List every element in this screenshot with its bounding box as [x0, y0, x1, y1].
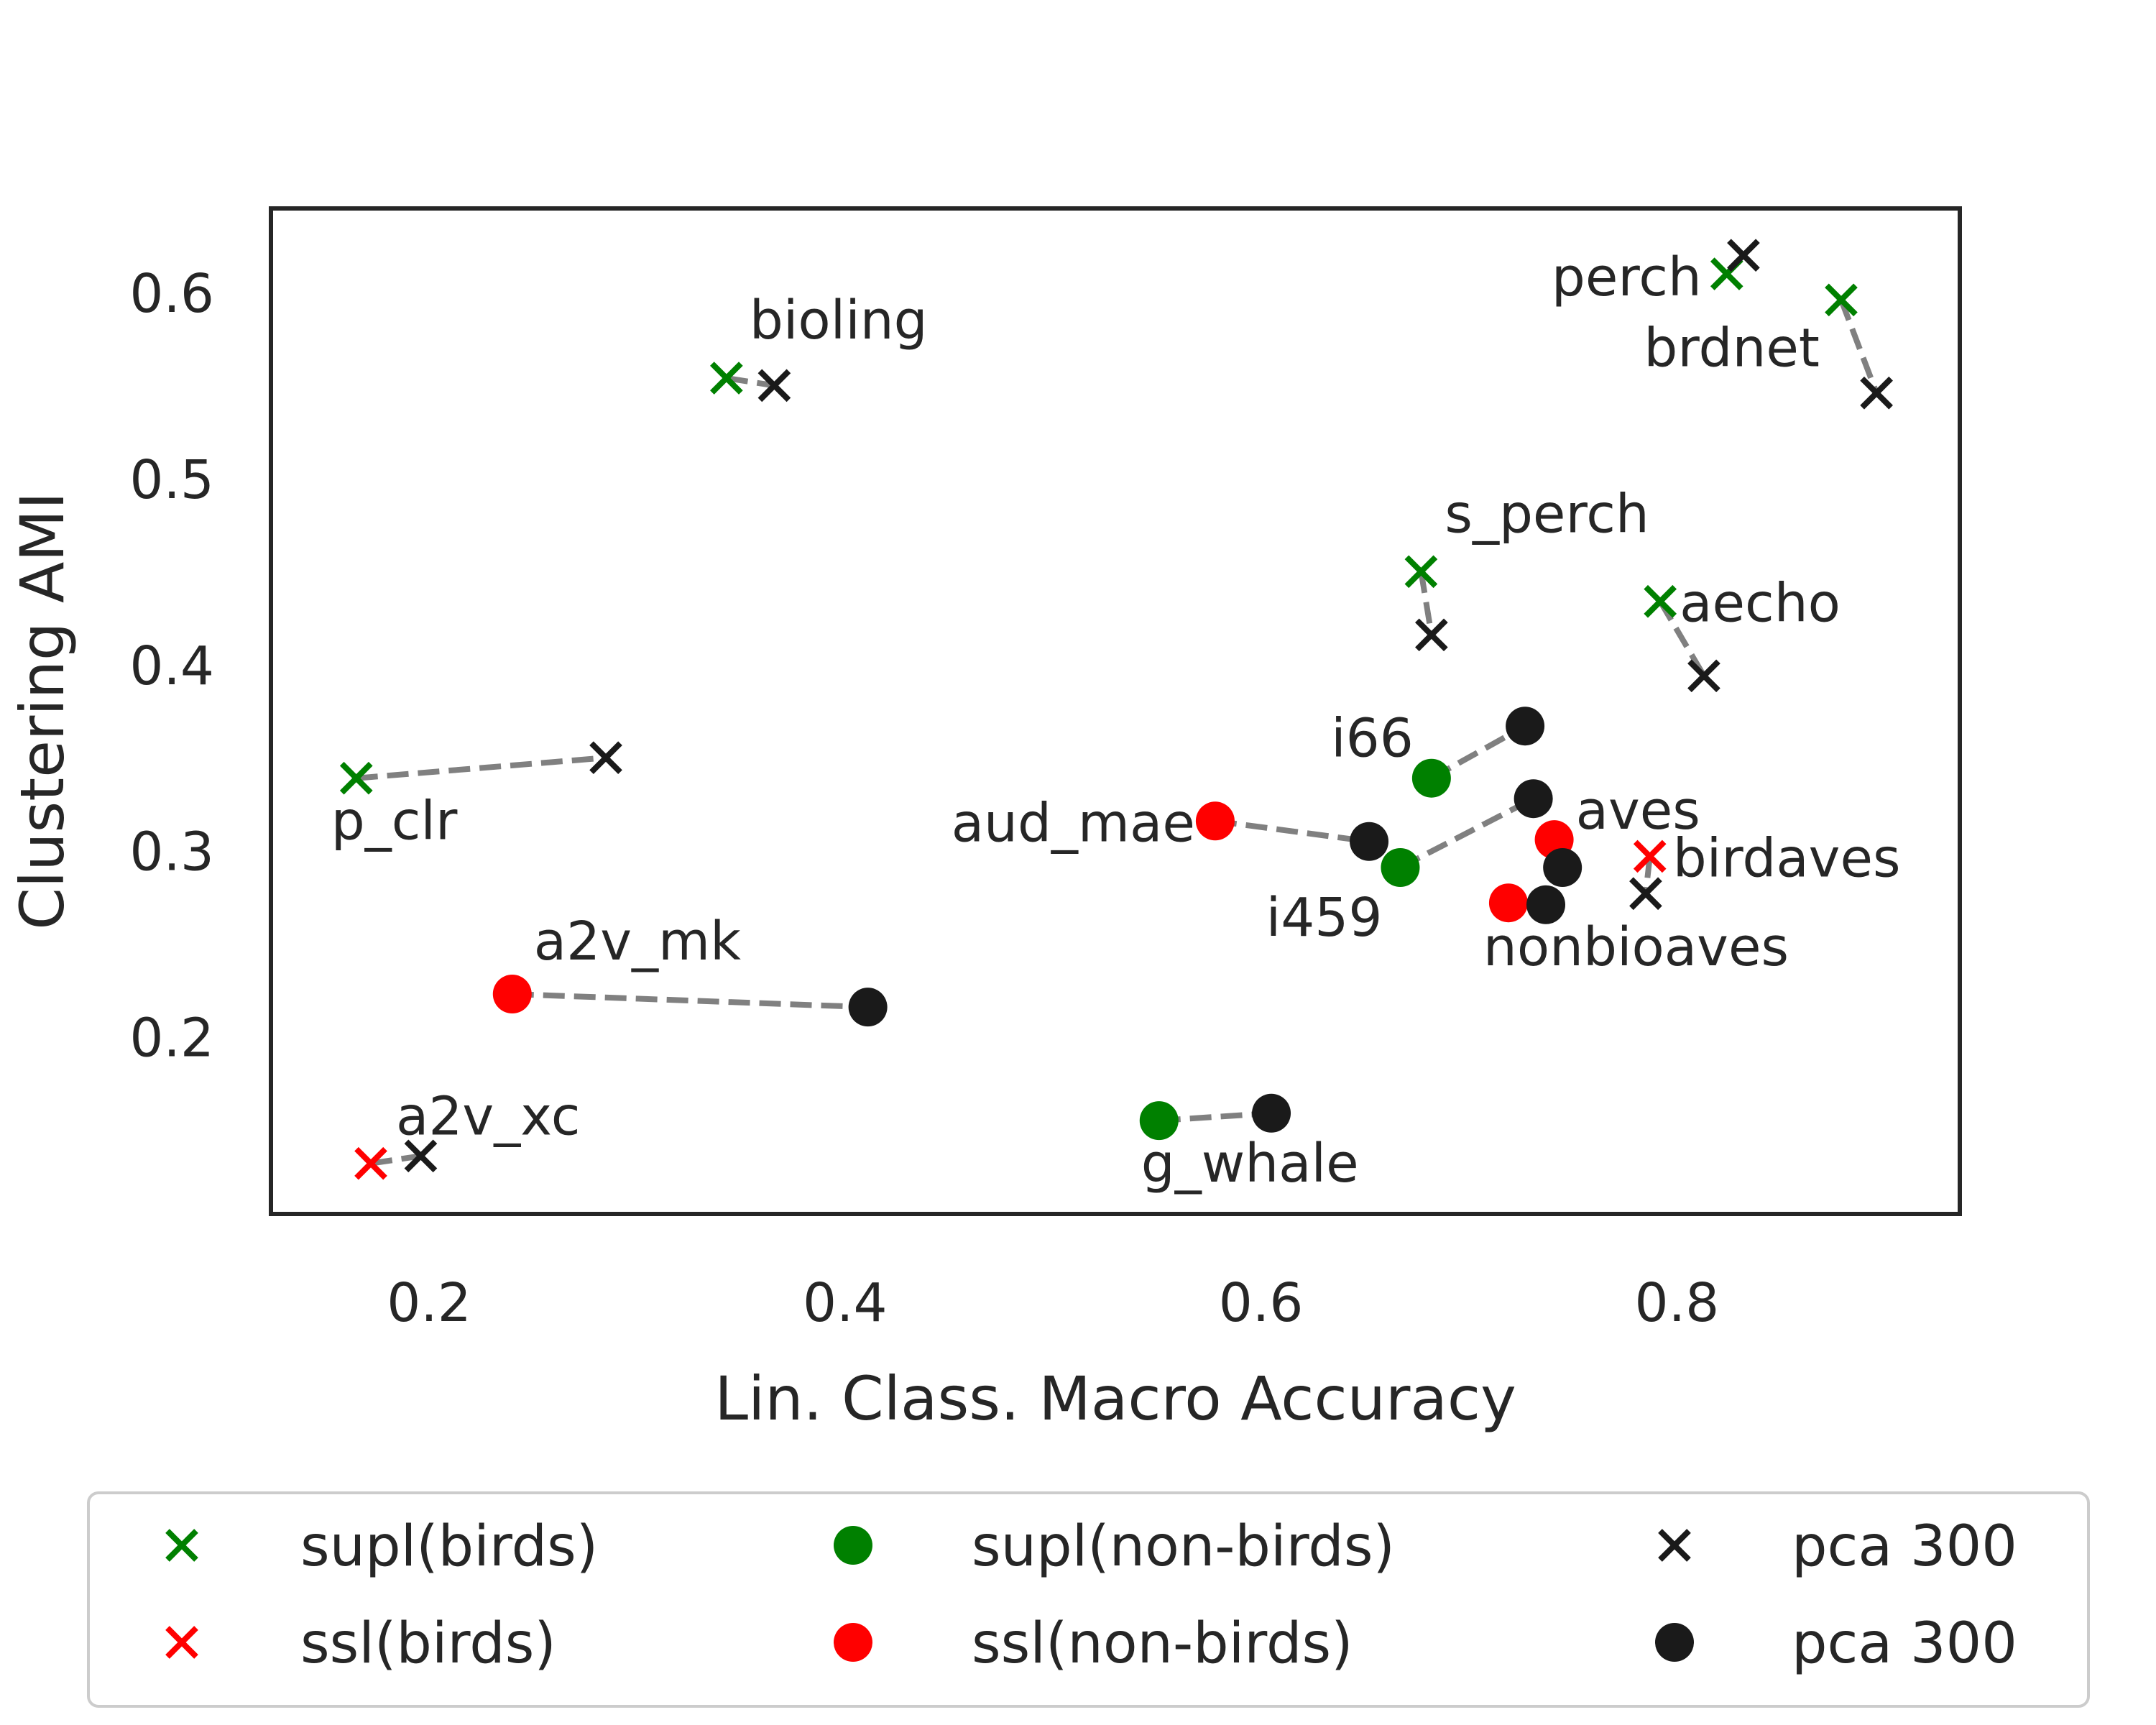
- y-tick-label: 0.5: [129, 449, 214, 511]
- point-nonbioaves-pca: [1526, 885, 1566, 924]
- legend-label: ssl(non-birds): [972, 1611, 1353, 1676]
- legend-label: pca 300: [1792, 1611, 2017, 1676]
- connector-brdnet: [1838, 298, 1879, 395]
- point-label-perch: perch: [1552, 247, 1702, 308]
- point-aves-pca: [1543, 847, 1583, 887]
- point-label-nonbioaves: nonbioaves: [1483, 916, 1789, 978]
- x-tick-label: 0.4: [803, 1272, 888, 1334]
- point-label-birdaves: birdaves: [1673, 827, 1901, 889]
- point-perch-pca: [1727, 239, 1760, 272]
- connector-birdaves: [1642, 856, 1653, 894]
- legend-label: supl(non-birds): [972, 1514, 1395, 1579]
- point-s_perch-pca: [1415, 618, 1448, 652]
- legend-label: supl(birds): [300, 1514, 598, 1579]
- connector-lines: [356, 253, 1879, 1167]
- y-tick-label: 0.4: [129, 635, 214, 697]
- point-a2v_xc-pca: [404, 1139, 438, 1173]
- point-a2v_xc: [354, 1146, 387, 1180]
- connector-a2v_xc: [370, 1153, 422, 1167]
- x-tick-label: 0.2: [387, 1272, 471, 1334]
- legend-label: ssl(birds): [300, 1611, 556, 1676]
- x-axis-label: Lin. Class. Macro Accuracy: [714, 1363, 1516, 1434]
- point-bioling: [710, 362, 743, 395]
- point-a2v_mk-pca: [848, 988, 888, 1027]
- legend-label: pca 300: [1792, 1514, 2017, 1579]
- point-brdnet: [1825, 283, 1858, 317]
- point-label-aves: aves: [1576, 780, 1700, 842]
- point-i66: [1411, 758, 1451, 798]
- legend: supl(birds) supl(non-birds) pca 300 ssl(bir…: [165, 1514, 2017, 1676]
- connector-aud_mae: [1215, 818, 1370, 845]
- point-g_whale: [1139, 1101, 1179, 1141]
- point-nonbioaves: [1488, 883, 1528, 923]
- legend-marker-2: [1658, 1529, 1691, 1562]
- y-axis-label: Clustering AMI: [7, 492, 78, 929]
- legend-box: [87, 1491, 2090, 1708]
- point-g_whale-pca: [1252, 1093, 1291, 1133]
- point-p_clr: [339, 761, 373, 795]
- x-tick-label: 0.8: [1634, 1272, 1719, 1334]
- connector-i459: [1399, 796, 1535, 870]
- point-label-p_clr: p_clr: [331, 791, 458, 852]
- point-label-a2v_mk: a2v_mk: [534, 911, 741, 972]
- point-label-brdnet: brdnet: [1644, 317, 1820, 379]
- x-tick-label: 0.6: [1219, 1272, 1304, 1334]
- connector-bioling: [726, 375, 775, 389]
- connector-aecho: [1657, 599, 1707, 678]
- y-tick-label: 0.2: [129, 1008, 214, 1070]
- point-brdnet-pca: [1860, 376, 1893, 410]
- legend-marker-3: [165, 1626, 198, 1659]
- connector-p_clr: [356, 755, 607, 781]
- plot-frame: [269, 206, 1962, 1216]
- x-axis-ticks: 0.2 0.4 0.6 0.8: [387, 1272, 1719, 1334]
- point-label-g_whale: g_whale: [1141, 1133, 1359, 1195]
- point-i459: [1381, 847, 1420, 887]
- y-tick-label: 0.6: [129, 263, 214, 325]
- point-birdaves-pca: [1629, 877, 1662, 911]
- point-aecho-pca: [1687, 659, 1720, 693]
- connector-a2v_mk: [512, 991, 868, 1011]
- point-label-aud_mae: aud_mae: [952, 792, 1195, 854]
- y-axis-ticks: 0.2 0.3 0.4 0.5 0.6: [129, 263, 214, 1070]
- point-p_clr-pca: [589, 741, 622, 775]
- legend-marker-5: [1655, 1623, 1694, 1662]
- data-points: [339, 239, 1893, 1180]
- point-a2v_mk: [492, 975, 532, 1014]
- point-label-s_perch: s_perch: [1445, 483, 1649, 545]
- point-i459-pca: [1514, 779, 1553, 819]
- point-birdaves: [1633, 840, 1667, 873]
- connector-s_perch: [1418, 571, 1434, 635]
- y-tick-label: 0.3: [129, 822, 214, 883]
- point-aecho: [1644, 584, 1677, 618]
- point-label-i66: i66: [1331, 708, 1414, 770]
- point-label-bioling: bioling: [750, 290, 928, 351]
- point-bioling-pca: [757, 369, 791, 402]
- point-s_perch: [1404, 555, 1438, 589]
- point-aud_mae-pca: [1350, 822, 1389, 861]
- point-aud_mae: [1195, 801, 1235, 841]
- point-label-a2v_xc: a2v_xc: [396, 1086, 580, 1148]
- legend-marker-4: [834, 1623, 872, 1662]
- legend-marker-0: [165, 1529, 198, 1562]
- point-i66-pca: [1506, 707, 1545, 746]
- point-label-i459: i459: [1266, 887, 1383, 949]
- point-label-aecho: aecho: [1680, 573, 1841, 635]
- legend-marker-1: [834, 1526, 872, 1565]
